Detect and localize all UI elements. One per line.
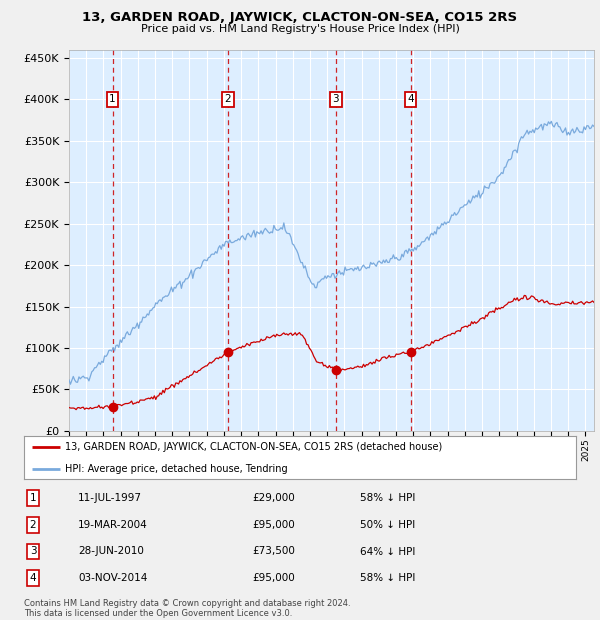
Text: 3: 3	[332, 94, 339, 104]
Text: 4: 4	[407, 94, 414, 104]
Text: 58% ↓ HPI: 58% ↓ HPI	[360, 493, 415, 503]
Text: 2: 2	[224, 94, 231, 104]
Text: £73,500: £73,500	[252, 546, 295, 557]
Text: 11-JUL-1997: 11-JUL-1997	[78, 493, 142, 503]
Text: 28-JUN-2010: 28-JUN-2010	[78, 546, 144, 557]
Text: Price paid vs. HM Land Registry's House Price Index (HPI): Price paid vs. HM Land Registry's House …	[140, 24, 460, 33]
Text: Contains HM Land Registry data © Crown copyright and database right 2024.
This d: Contains HM Land Registry data © Crown c…	[24, 599, 350, 618]
Text: 03-NOV-2014: 03-NOV-2014	[78, 573, 148, 583]
Text: HPI: Average price, detached house, Tendring: HPI: Average price, detached house, Tend…	[65, 464, 288, 474]
Text: £95,000: £95,000	[252, 573, 295, 583]
Text: 13, GARDEN ROAD, JAYWICK, CLACTON-ON-SEA, CO15 2RS: 13, GARDEN ROAD, JAYWICK, CLACTON-ON-SEA…	[82, 11, 518, 24]
Text: £29,000: £29,000	[252, 493, 295, 503]
Text: 64% ↓ HPI: 64% ↓ HPI	[360, 546, 415, 557]
Text: 58% ↓ HPI: 58% ↓ HPI	[360, 573, 415, 583]
Text: 50% ↓ HPI: 50% ↓ HPI	[360, 520, 415, 530]
Text: 3: 3	[29, 546, 37, 557]
Text: 4: 4	[29, 573, 37, 583]
Text: 19-MAR-2004: 19-MAR-2004	[78, 520, 148, 530]
Text: 1: 1	[109, 94, 116, 104]
Text: £95,000: £95,000	[252, 520, 295, 530]
Text: 13, GARDEN ROAD, JAYWICK, CLACTON-ON-SEA, CO15 2RS (detached house): 13, GARDEN ROAD, JAYWICK, CLACTON-ON-SEA…	[65, 442, 443, 452]
Text: 2: 2	[29, 520, 37, 530]
Text: 1: 1	[29, 493, 37, 503]
